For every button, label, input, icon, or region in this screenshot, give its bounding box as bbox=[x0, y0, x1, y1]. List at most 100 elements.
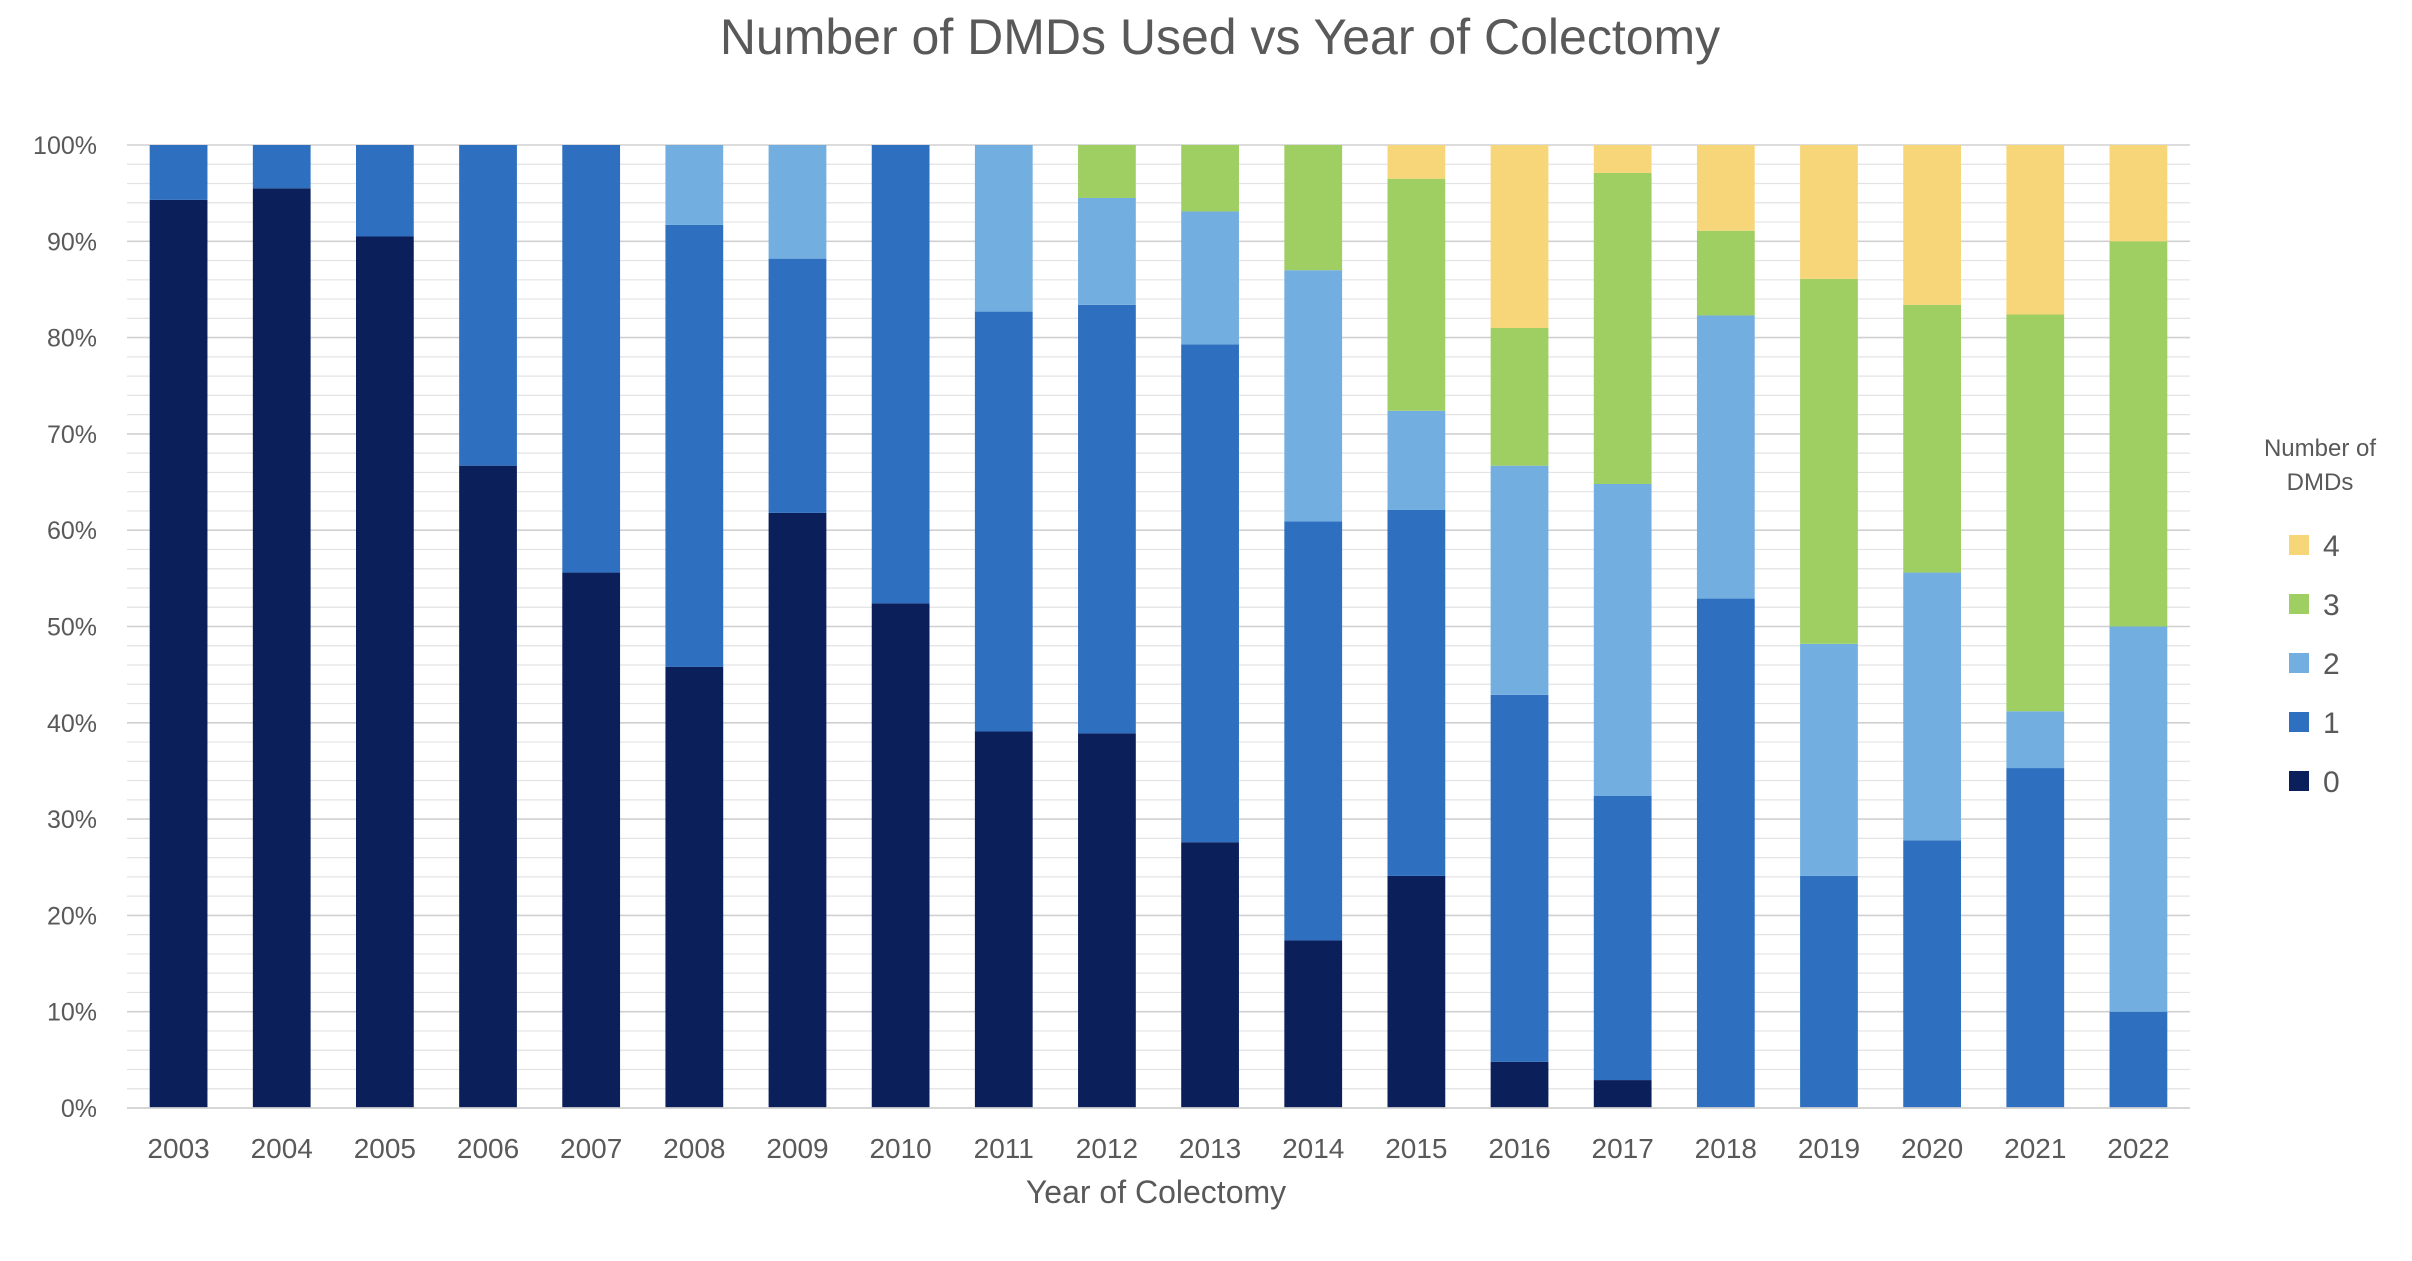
bar-segment-2018-dmd-1 bbox=[1696, 598, 1755, 1108]
bar-segment-2017-dmd-0 bbox=[1593, 1080, 1652, 1108]
bar-segment-2021-dmd-3 bbox=[2006, 314, 2065, 712]
legend: Number of DMDs 4 3 2 1 0 bbox=[2264, 435, 2376, 799]
legend-title-line-2: DMDs bbox=[2287, 469, 2354, 496]
bar-segment-2005-dmd-0 bbox=[355, 236, 414, 1109]
x-tick-label: 2008 bbox=[663, 1133, 725, 1164]
y-tick-label: 0% bbox=[61, 1095, 97, 1123]
bar-segment-2017-dmd-2 bbox=[1593, 483, 1652, 796]
bar-segment-2016-dmd-3 bbox=[1490, 327, 1549, 466]
bar-segment-2015-dmd-2 bbox=[1387, 410, 1446, 510]
bar-segment-2018-dmd-2 bbox=[1696, 315, 1755, 599]
bar-segment-2020-dmd-3 bbox=[1903, 304, 1962, 573]
legend-swatch bbox=[2289, 712, 2309, 732]
bar-segment-2012-dmd-2 bbox=[1078, 197, 1136, 305]
bar-segment-2013-dmd-0 bbox=[1181, 842, 1239, 1108]
bar-segment-2018-dmd-4 bbox=[1696, 145, 1755, 231]
y-tick-label: 80% bbox=[47, 325, 97, 353]
bar-segment-2009-dmd-1 bbox=[768, 258, 827, 513]
bar-segment-2004-dmd-1 bbox=[252, 145, 311, 189]
y-tick-label: 90% bbox=[47, 228, 97, 256]
bar-segment-2010-dmd-0 bbox=[871, 603, 930, 1108]
bar-segment-2019-dmd-2 bbox=[1800, 643, 1858, 876]
legend-item-3: 3 bbox=[2289, 589, 2340, 622]
legend-swatch bbox=[2289, 535, 2309, 555]
bar-segment-2012-dmd-3 bbox=[1078, 145, 1136, 198]
x-tick-label: 2010 bbox=[869, 1133, 931, 1164]
bar-segment-2017-dmd-3 bbox=[1593, 172, 1652, 484]
x-tick-label: 2015 bbox=[1385, 1133, 1447, 1164]
y-tick-label: 40% bbox=[47, 710, 97, 738]
legend-item-2: 2 bbox=[2289, 648, 2340, 681]
x-tick-label: 2007 bbox=[560, 1133, 622, 1164]
bar-segment-2014-dmd-2 bbox=[1284, 270, 1343, 522]
y-tick-label: 20% bbox=[47, 902, 97, 930]
bar-segment-2010-dmd-1 bbox=[871, 145, 930, 604]
bar-segment-2022-dmd-4 bbox=[2109, 145, 2168, 242]
bars bbox=[149, 145, 2168, 1109]
bar-segment-2011-dmd-0 bbox=[974, 731, 1033, 1108]
chart-title: Number of DMDs Used vs Year of Colectomy bbox=[720, 9, 1720, 65]
bar-segment-2013-dmd-3 bbox=[1181, 145, 1239, 212]
y-tick-label: 60% bbox=[47, 517, 97, 545]
legend-label: 4 bbox=[2323, 530, 2340, 563]
bar-segment-2011-dmd-2 bbox=[974, 145, 1033, 312]
x-axis-title: Year of Colectomy bbox=[1026, 1174, 1286, 1210]
legend-swatch bbox=[2289, 594, 2309, 614]
bar-segment-2014-dmd-0 bbox=[1284, 940, 1343, 1108]
x-tick-label: 2011 bbox=[974, 1133, 1034, 1164]
bar-segment-2003-dmd-0 bbox=[149, 199, 208, 1109]
bar-segment-2016-dmd-1 bbox=[1490, 694, 1549, 1062]
bar-segment-2008-dmd-2 bbox=[665, 145, 724, 225]
y-tick-label: 70% bbox=[47, 421, 97, 449]
bar-segment-2004-dmd-0 bbox=[252, 188, 311, 1108]
bar-segment-2021-dmd-1 bbox=[2006, 768, 2065, 1108]
bar-segment-2012-dmd-1 bbox=[1078, 304, 1136, 734]
bar-segment-2020-dmd-4 bbox=[1903, 145, 1962, 305]
x-tick-label: 2022 bbox=[2107, 1133, 2169, 1164]
bar-segment-2021-dmd-4 bbox=[2006, 145, 2065, 315]
x-tick-label: 2003 bbox=[147, 1133, 209, 1164]
bar-segment-2016-dmd-2 bbox=[1490, 465, 1549, 695]
bar-segment-2015-dmd-3 bbox=[1387, 178, 1446, 411]
x-tick-label: 2016 bbox=[1488, 1133, 1550, 1164]
legend-label: 0 bbox=[2323, 766, 2340, 799]
bar-segment-2017-dmd-1 bbox=[1593, 795, 1652, 1081]
legend-swatch bbox=[2289, 653, 2309, 673]
bar-segment-2009-dmd-0 bbox=[768, 512, 827, 1108]
bar-segment-2008-dmd-0 bbox=[665, 666, 724, 1108]
bar-segment-2020-dmd-2 bbox=[1903, 572, 1962, 841]
legend-item-4: 4 bbox=[2289, 530, 2340, 563]
bar-segment-2019-dmd-4 bbox=[1800, 145, 1858, 279]
bar-segment-2013-dmd-2 bbox=[1181, 211, 1239, 345]
bar-segment-2017-dmd-4 bbox=[1593, 145, 1652, 173]
x-tick-label: 2012 bbox=[1076, 1133, 1138, 1164]
legend-label: 3 bbox=[2323, 589, 2340, 622]
bar-segment-2007-dmd-0 bbox=[562, 572, 621, 1108]
x-tick-label: 2009 bbox=[766, 1133, 828, 1164]
legend-swatch bbox=[2289, 771, 2309, 791]
gridlines bbox=[127, 144, 2190, 1090]
bar-segment-2022-dmd-3 bbox=[2109, 241, 2168, 627]
bar-segment-2014-dmd-3 bbox=[1284, 145, 1343, 271]
x-tick-label: 2021 bbox=[2004, 1133, 2066, 1164]
legend-item-1: 1 bbox=[2289, 707, 2340, 740]
x-tick-label: 2019 bbox=[1798, 1133, 1860, 1164]
bar-segment-2021-dmd-2 bbox=[2006, 711, 2065, 769]
legend-label: 1 bbox=[2323, 707, 2340, 740]
bar-segment-2007-dmd-1 bbox=[562, 145, 621, 573]
bar-segment-2012-dmd-0 bbox=[1078, 733, 1136, 1108]
x-tick-label: 2004 bbox=[251, 1133, 313, 1164]
y-tick-label: 100% bbox=[33, 132, 97, 160]
bar-segment-2011-dmd-1 bbox=[974, 311, 1033, 732]
bar-segment-2019-dmd-1 bbox=[1800, 875, 1858, 1108]
bar-segment-2008-dmd-1 bbox=[665, 224, 724, 667]
bar-segment-2006-dmd-1 bbox=[459, 145, 517, 466]
y-tick-label: 30% bbox=[47, 806, 97, 834]
bar-segment-2022-dmd-2 bbox=[2109, 626, 2168, 1012]
bar-segment-2005-dmd-1 bbox=[355, 145, 414, 237]
bar-segment-2006-dmd-0 bbox=[459, 465, 517, 1109]
legend-label: 2 bbox=[2323, 648, 2340, 681]
bar-segment-2003-dmd-1 bbox=[149, 145, 208, 200]
bar-segment-2014-dmd-1 bbox=[1284, 521, 1343, 941]
